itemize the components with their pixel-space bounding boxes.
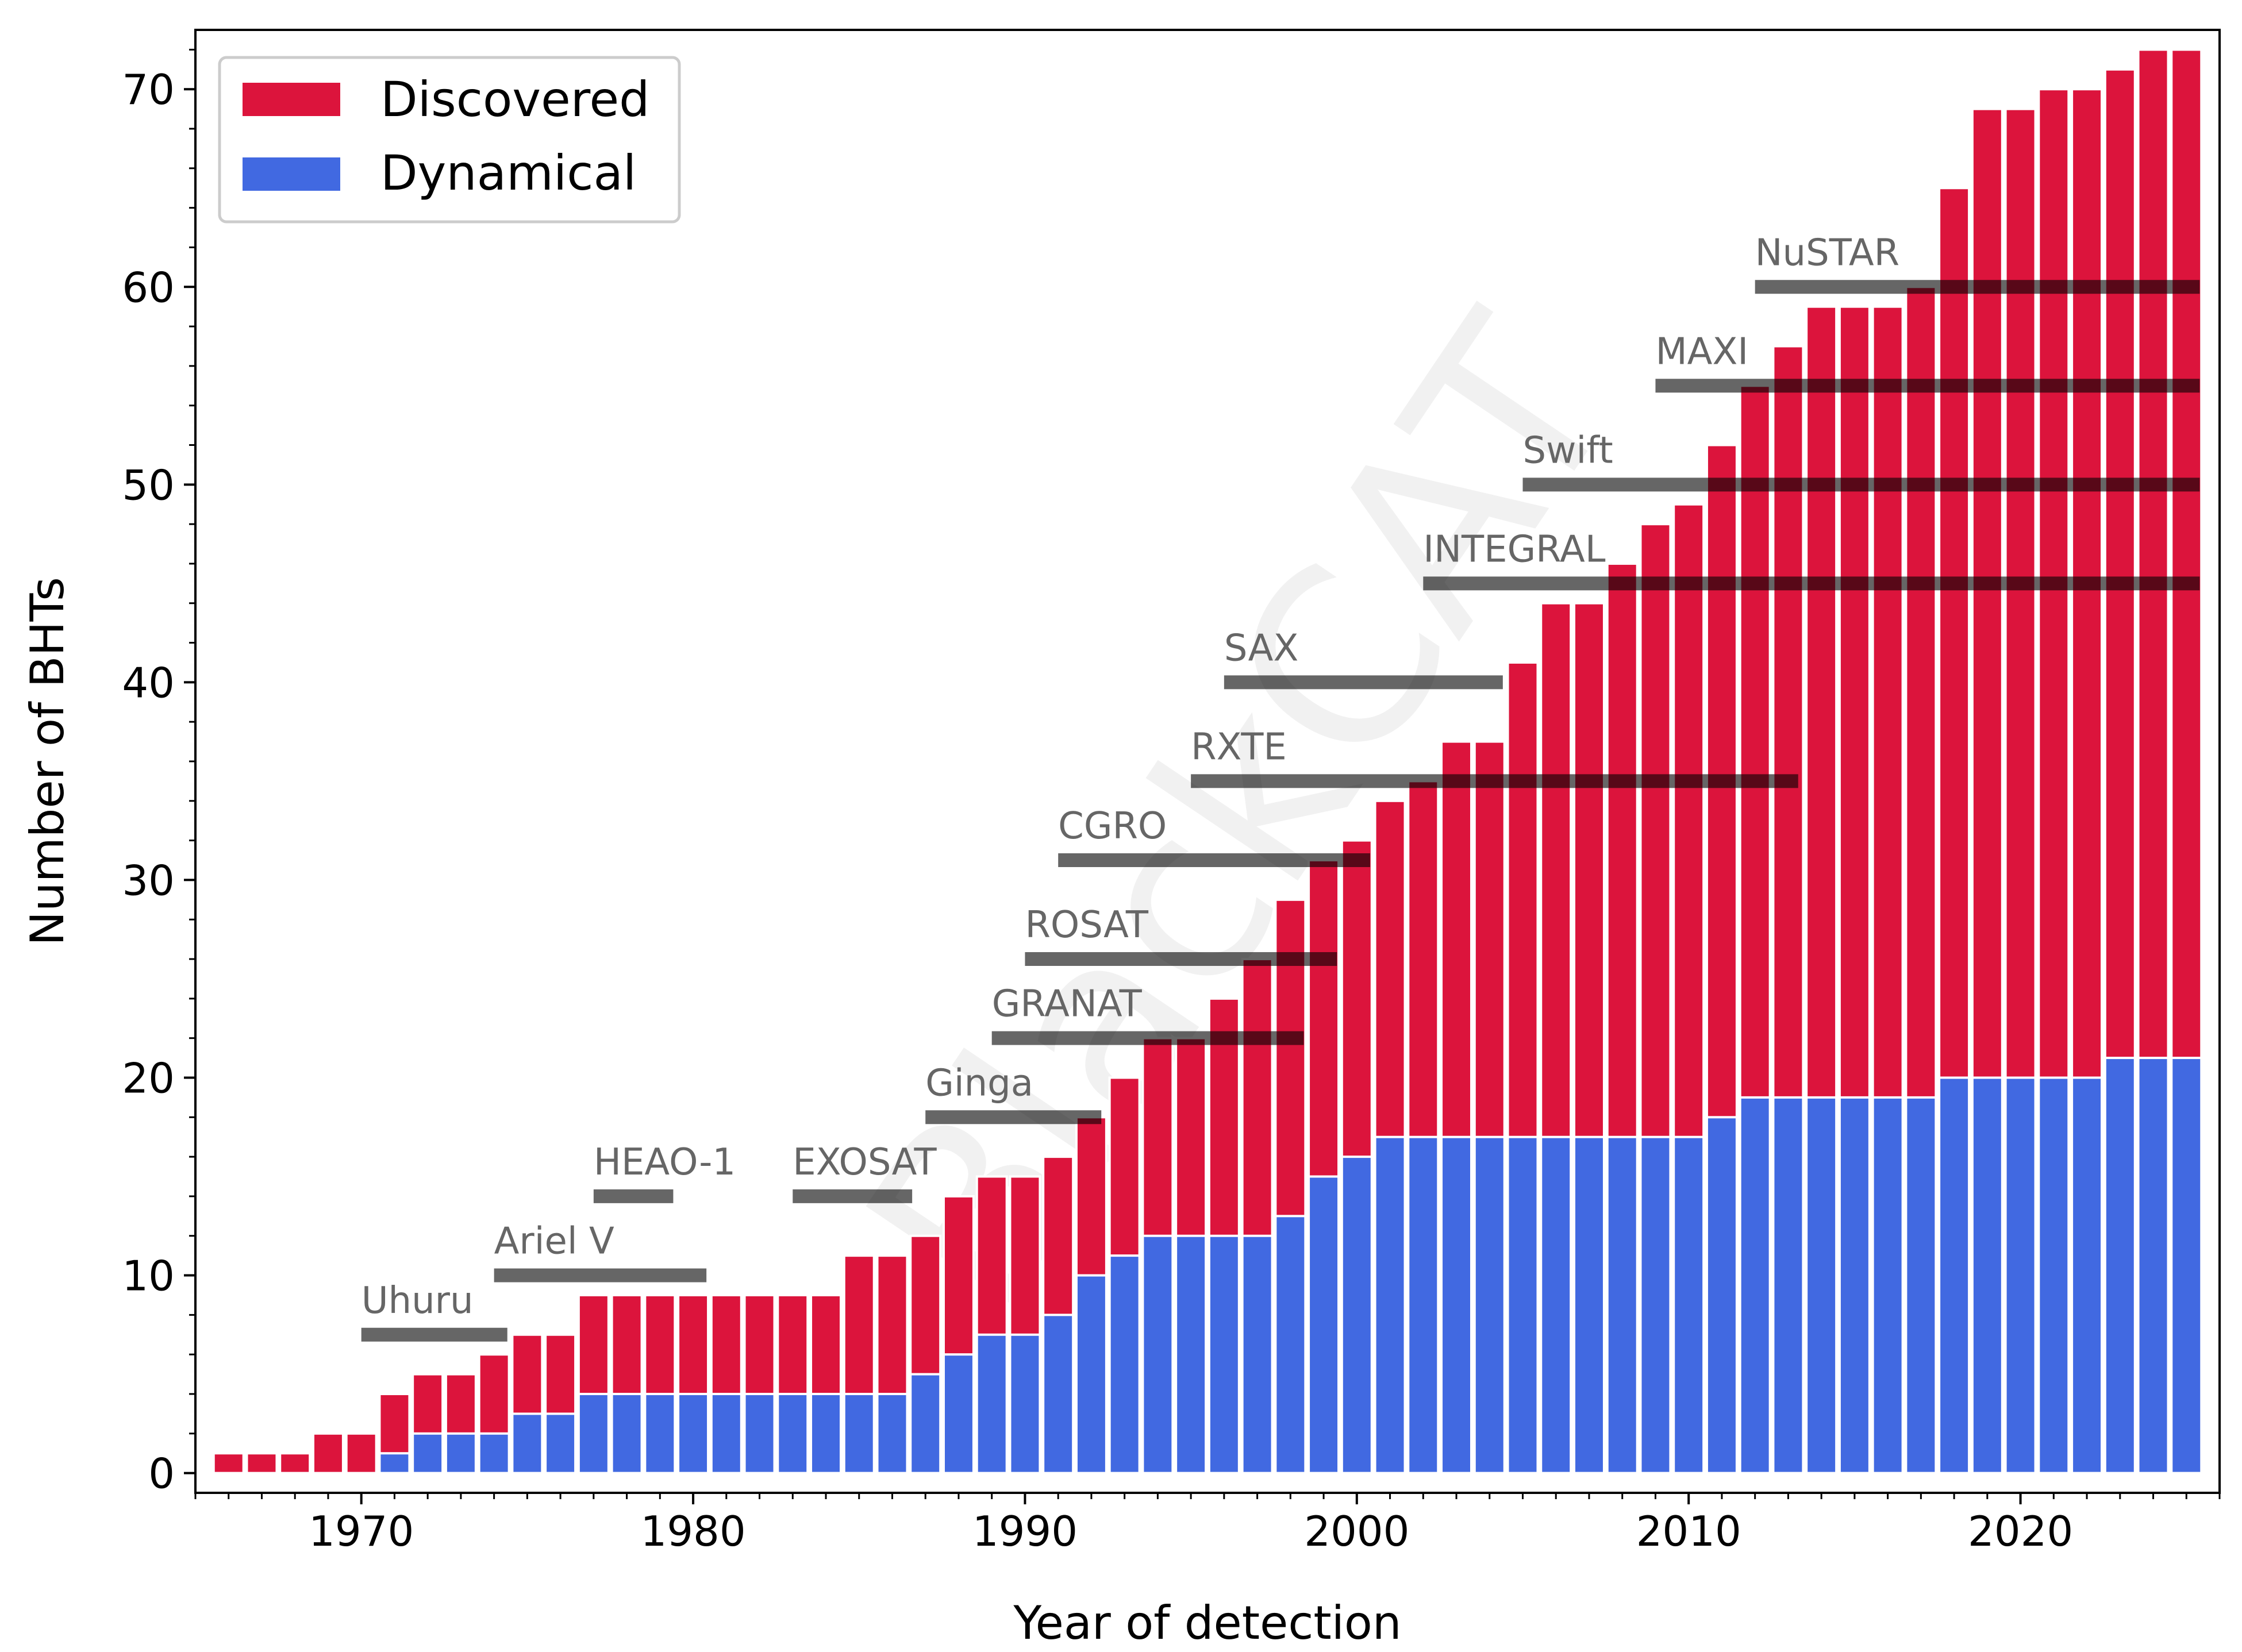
y-tick-label-20: 20 (122, 1054, 175, 1102)
bar-dynamical-2024 (2137, 1057, 2170, 1474)
mission-label-rxte: RXTE (1191, 726, 1287, 768)
bar-dynamical-1986 (876, 1392, 909, 1474)
legend-swatch-dynamical (243, 157, 340, 191)
y-tick-label-30: 30 (122, 856, 175, 904)
mission-label-cgro: CGRO (1058, 805, 1167, 848)
bar-dynamical-2006 (1540, 1135, 1572, 1474)
bar-dynamical-2001 (1374, 1135, 1406, 1474)
legend-swatch-discovered (243, 83, 340, 116)
bar-dynamical-1998 (1274, 1215, 1307, 1474)
bar-dynamical-2002 (1407, 1135, 1440, 1474)
bar-dynamical-1992 (1075, 1274, 1107, 1474)
mission-label-maxi: MAXI (1655, 330, 1748, 373)
bar-dynamical-1989 (975, 1333, 1008, 1474)
y-tick-label-60: 60 (122, 263, 175, 311)
bar-discovered-1968 (279, 1452, 312, 1474)
bar-dynamical-1985 (843, 1392, 875, 1474)
bar-dynamical-2023 (2103, 1057, 2136, 1474)
x-tick-label-2000: 2000 (1304, 1507, 1409, 1555)
bar-dynamical-2018 (1938, 1076, 1971, 1474)
legend-label-dynamical: Dynamical (380, 145, 636, 201)
bar-dynamical-1980 (677, 1392, 710, 1474)
bar-dynamical-1981 (710, 1392, 743, 1474)
bar-dynamical-2013 (1772, 1096, 1805, 1474)
bar-dynamical-2007 (1573, 1135, 1605, 1474)
bar-dynamical-1993 (1108, 1254, 1141, 1474)
bar-dynamical-2025 (2170, 1057, 2203, 1474)
bar-dynamical-2017 (1905, 1096, 1937, 1474)
y-tick-label-70: 70 (122, 66, 175, 114)
bar-dynamical-1973 (444, 1432, 477, 1474)
bar-dynamical-1977 (577, 1392, 610, 1474)
bar-dynamical-2014 (1805, 1096, 1838, 1474)
y-tick-label-0: 0 (148, 1450, 175, 1498)
bar-discovered-1966 (212, 1452, 245, 1474)
mission-label-heao-1: HEAO-1 (594, 1141, 736, 1184)
bar-dynamical-1978 (610, 1392, 643, 1474)
mission-label-ginga: Ginga (925, 1062, 1033, 1104)
mission-label-exosat: EXOSAT (793, 1141, 937, 1184)
bar-dynamical-1984 (810, 1392, 842, 1474)
bar-discovered-1970 (345, 1432, 378, 1474)
bar-dynamical-2019 (1971, 1076, 2003, 1474)
mission-label-uhuru: Uhuru (362, 1280, 474, 1322)
bar-dynamical-1991 (1042, 1314, 1075, 1474)
bar-dynamical-1996 (1207, 1234, 1240, 1474)
x-tick-label-1990: 1990 (972, 1507, 1078, 1555)
mission-label-sax: SAX (1224, 627, 1298, 669)
bar-discovered-1967 (245, 1452, 278, 1474)
bar-dynamical-2022 (2071, 1076, 2103, 1474)
bar-dynamical-1983 (776, 1392, 809, 1474)
bar-dynamical-1982 (743, 1392, 776, 1474)
x-tick-label-2010: 2010 (1636, 1507, 1741, 1555)
bar-dynamical-1976 (544, 1412, 577, 1474)
mission-label-integral: INTEGRAL (1423, 528, 1606, 571)
x-tick-label-1980: 1980 (640, 1507, 745, 1555)
y-tick-label-50: 50 (122, 461, 175, 509)
bar-discovered-1969 (312, 1432, 344, 1474)
legend-label-discovered: Discovered (380, 71, 649, 128)
bar-dynamical-2003 (1440, 1135, 1473, 1474)
y-axis-title: Number of BHTs (21, 577, 74, 946)
x-tick-label-2020: 2020 (1968, 1507, 2073, 1555)
bar-dynamical-1971 (378, 1452, 411, 1474)
mission-label-granat: GRANAT (992, 983, 1143, 1026)
bar-dynamical-2016 (1871, 1096, 1904, 1474)
bar-dynamical-1995 (1175, 1234, 1207, 1474)
x-axis-title: Year of detection (1013, 1596, 1401, 1650)
bar-dynamical-1994 (1141, 1234, 1174, 1474)
bar-dynamical-1979 (644, 1392, 676, 1474)
y-tick-label-10: 10 (122, 1252, 175, 1300)
bar-dynamical-1974 (478, 1432, 510, 1474)
bar-dynamical-2000 (1340, 1156, 1373, 1474)
bar-dynamical-2012 (1739, 1096, 1771, 1474)
bar-dynamical-2008 (1606, 1135, 1639, 1474)
bar-dynamical-2015 (1838, 1096, 1871, 1474)
bar-dynamical-2005 (1506, 1135, 1539, 1474)
bar-dynamical-2009 (1639, 1135, 1672, 1474)
bar-dynamical-1988 (942, 1353, 975, 1474)
mission-label-nustar: NuSTAR (1755, 232, 1899, 274)
bar-dynamical-2020 (2004, 1076, 2037, 1474)
bar-dynamical-1972 (412, 1432, 444, 1474)
mission-label-rosat: ROSAT (1025, 904, 1148, 946)
bar-dynamical-1987 (909, 1373, 942, 1474)
bar-dynamical-1999 (1307, 1175, 1340, 1474)
x-tick-label-1970: 1970 (309, 1507, 414, 1555)
bar-dynamical-2021 (2037, 1076, 2070, 1474)
mission-label-swift: Swift (1523, 429, 1613, 472)
bar-dynamical-1990 (1009, 1333, 1041, 1474)
bar-dynamical-1997 (1241, 1234, 1274, 1474)
bar-dynamical-2011 (1705, 1116, 1738, 1474)
bar-dynamical-2004 (1473, 1135, 1506, 1474)
bar-dynamical-2010 (1672, 1135, 1705, 1474)
bar-dynamical-1975 (511, 1412, 544, 1474)
y-tick-label-40: 40 (122, 659, 175, 707)
mission-label-ariel-v: Ariel V (494, 1220, 614, 1263)
